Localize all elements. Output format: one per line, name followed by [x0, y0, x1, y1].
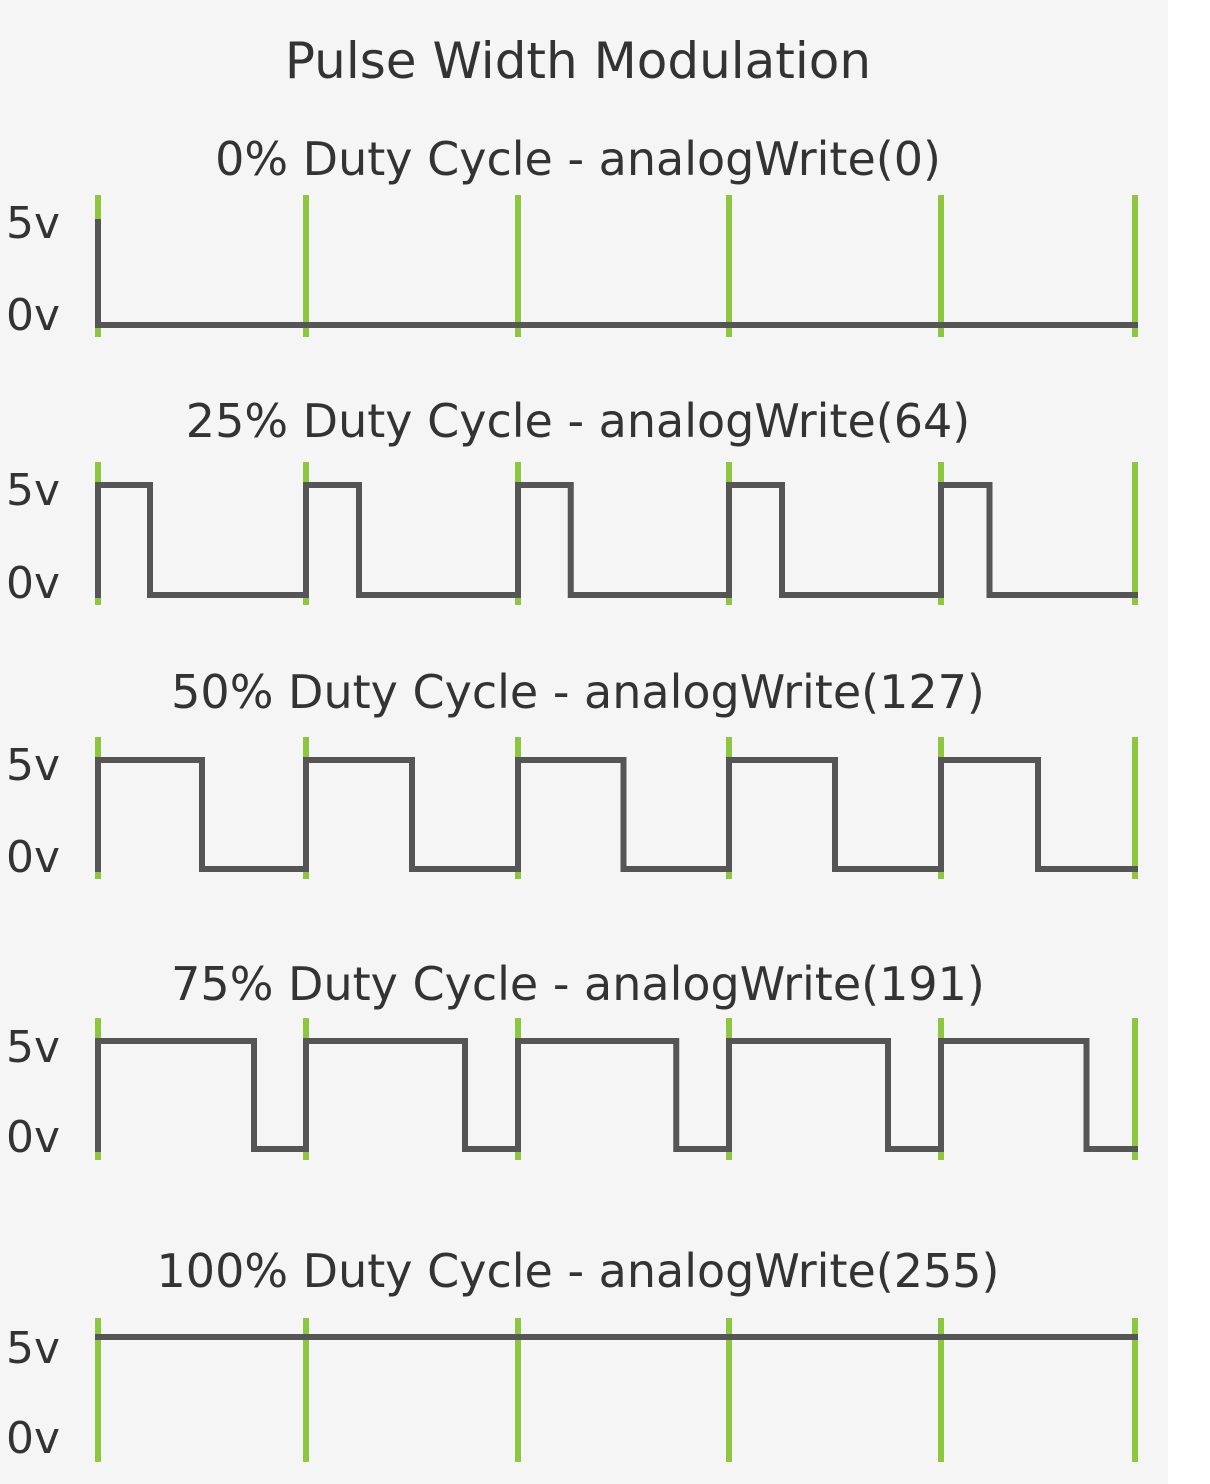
- series-label-4: 100% Duty Cycle - analogWrite(255): [157, 1244, 1000, 1298]
- level-label-low: 0v: [6, 832, 60, 883]
- level-label-low: 0v: [6, 1413, 60, 1464]
- diagram-panel: [0, 0, 1168, 1484]
- series-label-1: 25% Duty Cycle - analogWrite(64): [186, 394, 970, 448]
- series-label-3: 75% Duty Cycle - analogWrite(191): [171, 957, 985, 1011]
- waveform-2: [95, 757, 1138, 872]
- level-label-high: 5v: [6, 1323, 60, 1374]
- waveform-3: [95, 1038, 1138, 1152]
- level-label-high: 5v: [6, 198, 60, 249]
- series-label-0: 0% Duty Cycle - analogWrite(0): [215, 132, 941, 186]
- level-label-high: 5v: [6, 1022, 60, 1073]
- waveform-1: [95, 482, 1138, 598]
- waveform-0: [95, 219, 1138, 328]
- level-label-low: 0v: [6, 290, 60, 341]
- diagram-title: Pulse Width Modulation: [285, 32, 871, 90]
- level-label-low: 0v: [6, 1112, 60, 1163]
- level-label-high: 5v: [6, 740, 60, 791]
- level-label-low: 0v: [6, 558, 60, 609]
- level-label-high: 5v: [6, 465, 60, 516]
- series-label-2: 50% Duty Cycle - analogWrite(127): [171, 665, 985, 719]
